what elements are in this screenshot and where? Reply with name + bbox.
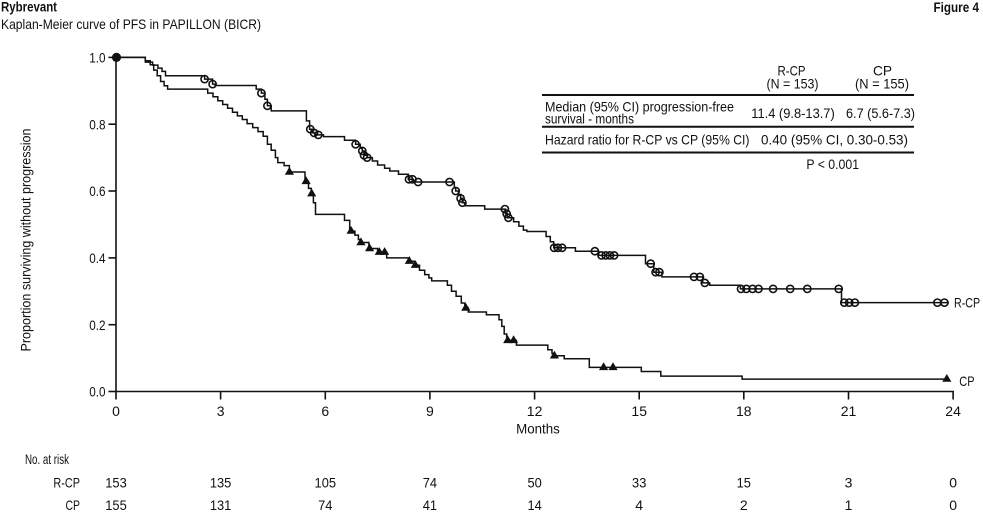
svg-text:18: 18 [736, 403, 752, 419]
svg-text:4: 4 [635, 497, 643, 513]
svg-text:0.0: 0.0 [89, 384, 105, 400]
svg-text:15: 15 [737, 475, 751, 491]
svg-text:2: 2 [740, 497, 748, 513]
svg-text:P < 0.001: P < 0.001 [806, 156, 859, 172]
svg-text:(N = 155): (N = 155) [855, 75, 909, 91]
svg-text:0.8: 0.8 [89, 116, 105, 132]
svg-text:R-CP: R-CP [954, 294, 980, 310]
svg-text:0.4: 0.4 [89, 250, 105, 266]
svg-text:74: 74 [318, 497, 332, 513]
svg-text:105: 105 [315, 475, 337, 491]
svg-text:Hazard ratio for R-CP vs CP (9: Hazard ratio for R-CP vs CP (95% CI) [545, 131, 750, 147]
svg-text:6: 6 [321, 403, 329, 419]
svg-text:131: 131 [210, 497, 232, 513]
svg-text:135: 135 [210, 475, 232, 491]
svg-text:Months: Months [516, 421, 560, 437]
svg-text:9: 9 [426, 403, 434, 419]
svg-text:Rybrevant: Rybrevant [1, 0, 57, 15]
svg-text:24: 24 [945, 403, 961, 419]
svg-text:74: 74 [423, 475, 437, 491]
svg-text:153: 153 [105, 475, 127, 491]
svg-text:6.7 (5.6-7.3): 6.7 (5.6-7.3) [846, 105, 915, 121]
svg-text:0.2: 0.2 [89, 317, 105, 333]
svg-text:0.40 (95% CI, 0.30-0.53): 0.40 (95% CI, 0.30-0.53) [761, 131, 908, 147]
svg-text:15: 15 [631, 403, 647, 419]
svg-text:3: 3 [845, 475, 853, 491]
svg-text:33: 33 [632, 475, 646, 491]
svg-text:(N = 153): (N = 153) [767, 75, 819, 91]
svg-text:Figure 4: Figure 4 [934, 0, 980, 15]
svg-text:0: 0 [112, 403, 120, 419]
svg-text:11.4 (9.8-13.7): 11.4 (9.8-13.7) [751, 105, 835, 121]
svg-text:survival - months: survival - months [545, 111, 634, 127]
svg-text:0: 0 [949, 475, 957, 491]
svg-text:R-CP: R-CP [53, 475, 80, 491]
svg-text:CP: CP [873, 62, 892, 78]
svg-text:0: 0 [949, 497, 957, 513]
svg-text:No. at risk: No. at risk [25, 451, 70, 467]
svg-text:155: 155 [105, 497, 127, 513]
svg-text:R-CP: R-CP [778, 62, 806, 78]
svg-text:14: 14 [527, 497, 541, 513]
svg-text:1: 1 [845, 497, 853, 513]
svg-text:Median (95% CI) progression-fr: Median (95% CI) progression-free [545, 98, 734, 114]
svg-text:CP: CP [66, 497, 81, 513]
svg-text:50: 50 [527, 475, 541, 491]
svg-text:Kaplan-Meier curve of PFS in P: Kaplan-Meier curve of PFS in PAPILLON (B… [1, 16, 261, 32]
svg-text:0.6: 0.6 [89, 183, 105, 199]
svg-text:3: 3 [217, 403, 225, 419]
svg-text:CP: CP [959, 373, 974, 389]
svg-text:41: 41 [423, 497, 437, 513]
svg-text:Proportion surviving without p: Proportion surviving without progression [18, 129, 34, 352]
svg-text:12: 12 [527, 403, 543, 419]
svg-text:1.0: 1.0 [89, 50, 105, 66]
svg-text:21: 21 [841, 403, 857, 419]
